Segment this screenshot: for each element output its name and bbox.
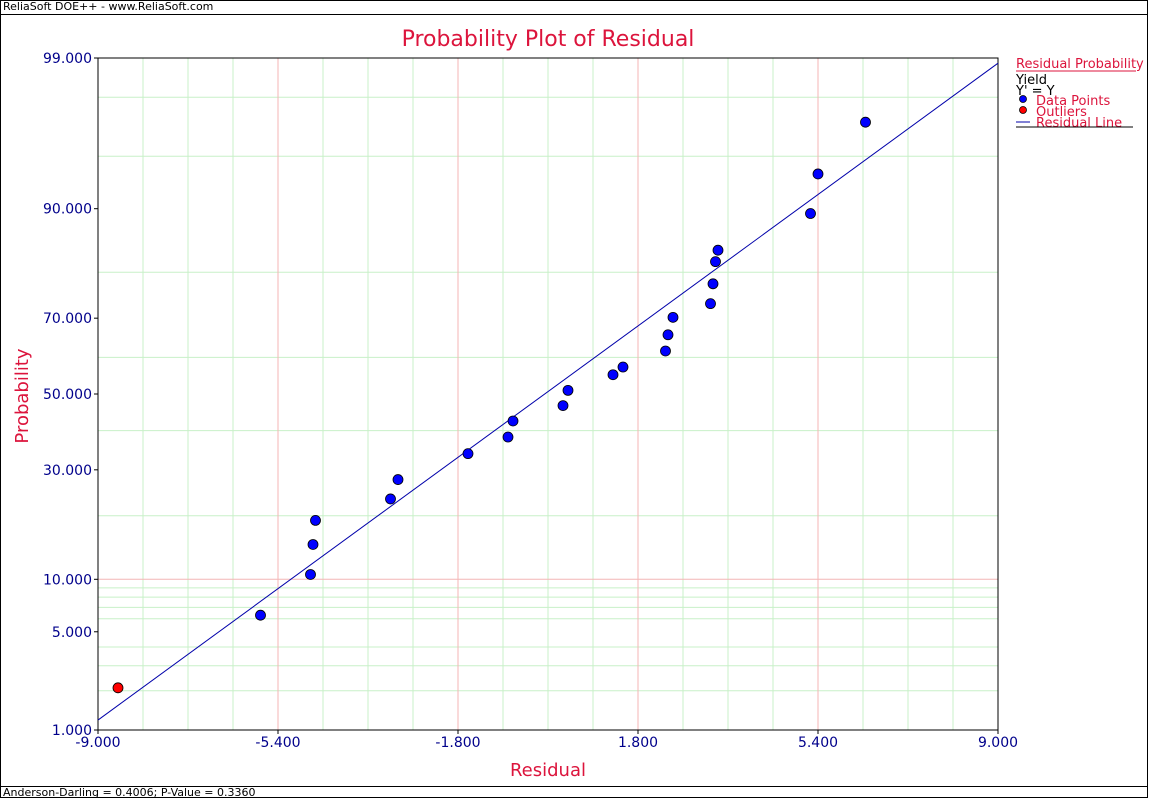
data-point (557, 400, 569, 412)
y-tick-label: 10.000 (43, 572, 92, 588)
legend-title: Residual Probability (1016, 57, 1144, 72)
outlier-point (112, 682, 124, 694)
x-tick-label: -9.000 (75, 735, 120, 751)
chart-title: Probability Plot of Residual (402, 27, 695, 52)
data-point (660, 345, 671, 357)
data-point (310, 515, 321, 526)
data-point (502, 431, 514, 443)
legend-item-data-points: Data Points (1036, 94, 1110, 109)
data-point (805, 208, 816, 219)
legend-response: Yield (1015, 73, 1047, 88)
legend-equation: Y' = Y (1015, 84, 1055, 99)
x-tick-label: -1.800 (435, 735, 480, 751)
y-tick-label: 70.000 (43, 311, 92, 327)
data-points (112, 116, 871, 694)
legend-item-outliers: Outliers (1036, 105, 1087, 120)
legend-outliers-marker (1019, 106, 1027, 114)
y-tick-label: 1.000 (52, 723, 92, 739)
legend-data-points-marker (1019, 95, 1027, 103)
data-point (607, 369, 619, 381)
data-point (462, 448, 474, 460)
x-axis-label: Residual (510, 760, 586, 781)
x-tick-label: 5.400 (798, 735, 838, 751)
legend: Residual Probability Yield Y' = Y Data P… (1015, 57, 1144, 131)
footer-divider (0, 786, 1148, 787)
data-point (707, 278, 719, 290)
x-tick-label: 1.800 (618, 735, 658, 751)
data-point (705, 298, 716, 310)
data-point (562, 384, 574, 396)
data-point (305, 569, 316, 580)
header-divider (0, 14, 1148, 15)
legend-item-residual-line: Residual Line (1036, 116, 1122, 131)
y-tick-label: 50.000 (43, 387, 92, 403)
residual-line (97, 62, 999, 721)
y-tick-label: 30.000 (43, 463, 92, 479)
data-point (617, 361, 629, 373)
data-point (712, 244, 724, 256)
y-axis-ticks: 1.000 5.000 10.000 30.000 50.000 70.000 90.000… (43, 51, 98, 739)
data-point (507, 415, 519, 427)
y-axis-label: Probability (12, 348, 33, 443)
data-point (392, 474, 404, 485)
minor-grid (98, 58, 998, 730)
data-point (710, 256, 721, 268)
x-axis-ticks: -9.000 -5.400 -1.800 1.800 5.400 9.000 (75, 730, 1018, 751)
y-tick-label: 5.000 (52, 625, 92, 641)
data-point (307, 539, 319, 550)
data-point (662, 329, 674, 341)
y-tick-label: 99.000 (43, 51, 92, 67)
data-point (255, 609, 266, 621)
app-header: ReliaSoft DOE++ - www.ReliaSoft.com (3, 0, 214, 13)
x-tick-label: -5.400 (255, 735, 300, 751)
data-point (860, 116, 871, 128)
x-tick-label: 9.000 (978, 735, 1018, 751)
data-point (812, 168, 824, 180)
data-point (667, 311, 679, 323)
y-tick-label: 90.000 (43, 202, 92, 218)
statistics-footer: Anderson-Darling = 0.4006; P-Value = 0.3… (3, 786, 256, 799)
data-point (385, 493, 396, 505)
